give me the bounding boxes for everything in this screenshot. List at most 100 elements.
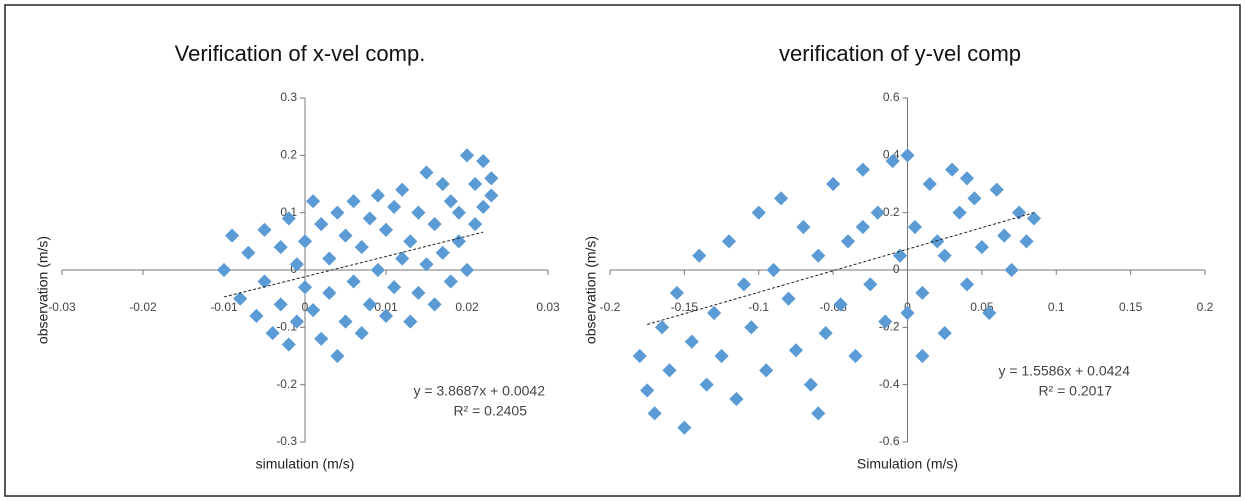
point [855, 219, 870, 235]
point [273, 239, 288, 255]
point [744, 320, 759, 335]
point [362, 211, 377, 226]
point [900, 305, 915, 321]
point [751, 205, 766, 220]
x-tick-label: 0 [302, 300, 309, 314]
point [403, 314, 418, 329]
y-tick-label: 0.6 [883, 90, 900, 104]
point [736, 277, 751, 292]
x-tick-label: -0.15 [671, 300, 699, 314]
point [362, 297, 377, 312]
point [249, 308, 264, 323]
point [330, 205, 345, 220]
point [314, 331, 329, 346]
point [863, 277, 878, 292]
point [833, 297, 848, 312]
point [848, 348, 863, 364]
point [378, 308, 394, 323]
frame [4, 4, 1241, 497]
y-tick-label: -0.4 [879, 377, 900, 391]
point [265, 325, 280, 341]
r-squared: R² = 0.2017 [1038, 383, 1112, 399]
x-tick-label: -0.03 [48, 300, 76, 314]
point [773, 191, 789, 206]
point [714, 348, 729, 364]
point [216, 262, 232, 278]
point [855, 162, 870, 177]
point [811, 248, 826, 263]
point [476, 199, 491, 215]
point [1004, 262, 1019, 278]
point [427, 217, 442, 232]
point [484, 171, 499, 186]
x-tick-label: 0.02 [455, 300, 479, 314]
point [930, 234, 945, 249]
x-axis-title: Simulation (m/s) [857, 456, 958, 472]
point [233, 291, 248, 306]
x-tick-label: 0.1 [1048, 300, 1065, 314]
point [654, 320, 670, 335]
point [870, 205, 885, 220]
point [662, 363, 677, 378]
point [729, 391, 744, 407]
point [907, 219, 923, 235]
point [346, 194, 361, 209]
point [459, 262, 475, 278]
point [370, 188, 385, 203]
point [781, 291, 796, 306]
point [443, 274, 458, 289]
chart-title: Verification of x-vel comp. [175, 41, 426, 66]
point [632, 348, 647, 364]
point [900, 148, 915, 163]
point [952, 205, 967, 220]
point [811, 406, 826, 421]
point [297, 234, 313, 249]
point [289, 314, 304, 329]
x-tick-label: 0.01 [374, 300, 398, 314]
point [419, 165, 434, 180]
point [915, 348, 930, 364]
equation: y = 3.8687x + 0.0042 [413, 383, 545, 399]
point [922, 176, 937, 192]
point [692, 248, 707, 263]
point [387, 280, 402, 295]
point [395, 182, 410, 197]
x-tick-label: 0.2 [1197, 300, 1214, 314]
y-tick-label: 0 [893, 262, 900, 276]
point [378, 222, 394, 237]
trendline [223, 231, 484, 298]
point [484, 188, 499, 203]
point [1019, 234, 1034, 249]
point [459, 148, 475, 163]
point [840, 234, 856, 249]
point [289, 257, 304, 272]
point [346, 274, 361, 289]
point [796, 219, 811, 235]
point [387, 199, 402, 215]
x-tick-label: -0.01 [210, 300, 238, 314]
point [647, 406, 662, 421]
point [468, 176, 483, 192]
point [818, 325, 833, 341]
point [967, 191, 982, 206]
point [699, 377, 714, 392]
point [788, 343, 804, 358]
point [937, 248, 952, 263]
point [803, 377, 818, 392]
point [435, 245, 450, 260]
point [411, 285, 426, 301]
point [338, 314, 353, 329]
trendline [647, 212, 1035, 325]
point [1026, 211, 1042, 226]
point [403, 234, 418, 249]
equation: y = 1.5586x + 0.0424 [998, 363, 1130, 379]
point [959, 277, 975, 292]
y-tick-label: -0.2 [276, 377, 297, 391]
point [330, 348, 345, 364]
point [959, 171, 975, 186]
point [451, 205, 466, 220]
y-axis-title: observation (m/s) [583, 236, 599, 344]
point [974, 239, 989, 255]
point [225, 228, 240, 243]
